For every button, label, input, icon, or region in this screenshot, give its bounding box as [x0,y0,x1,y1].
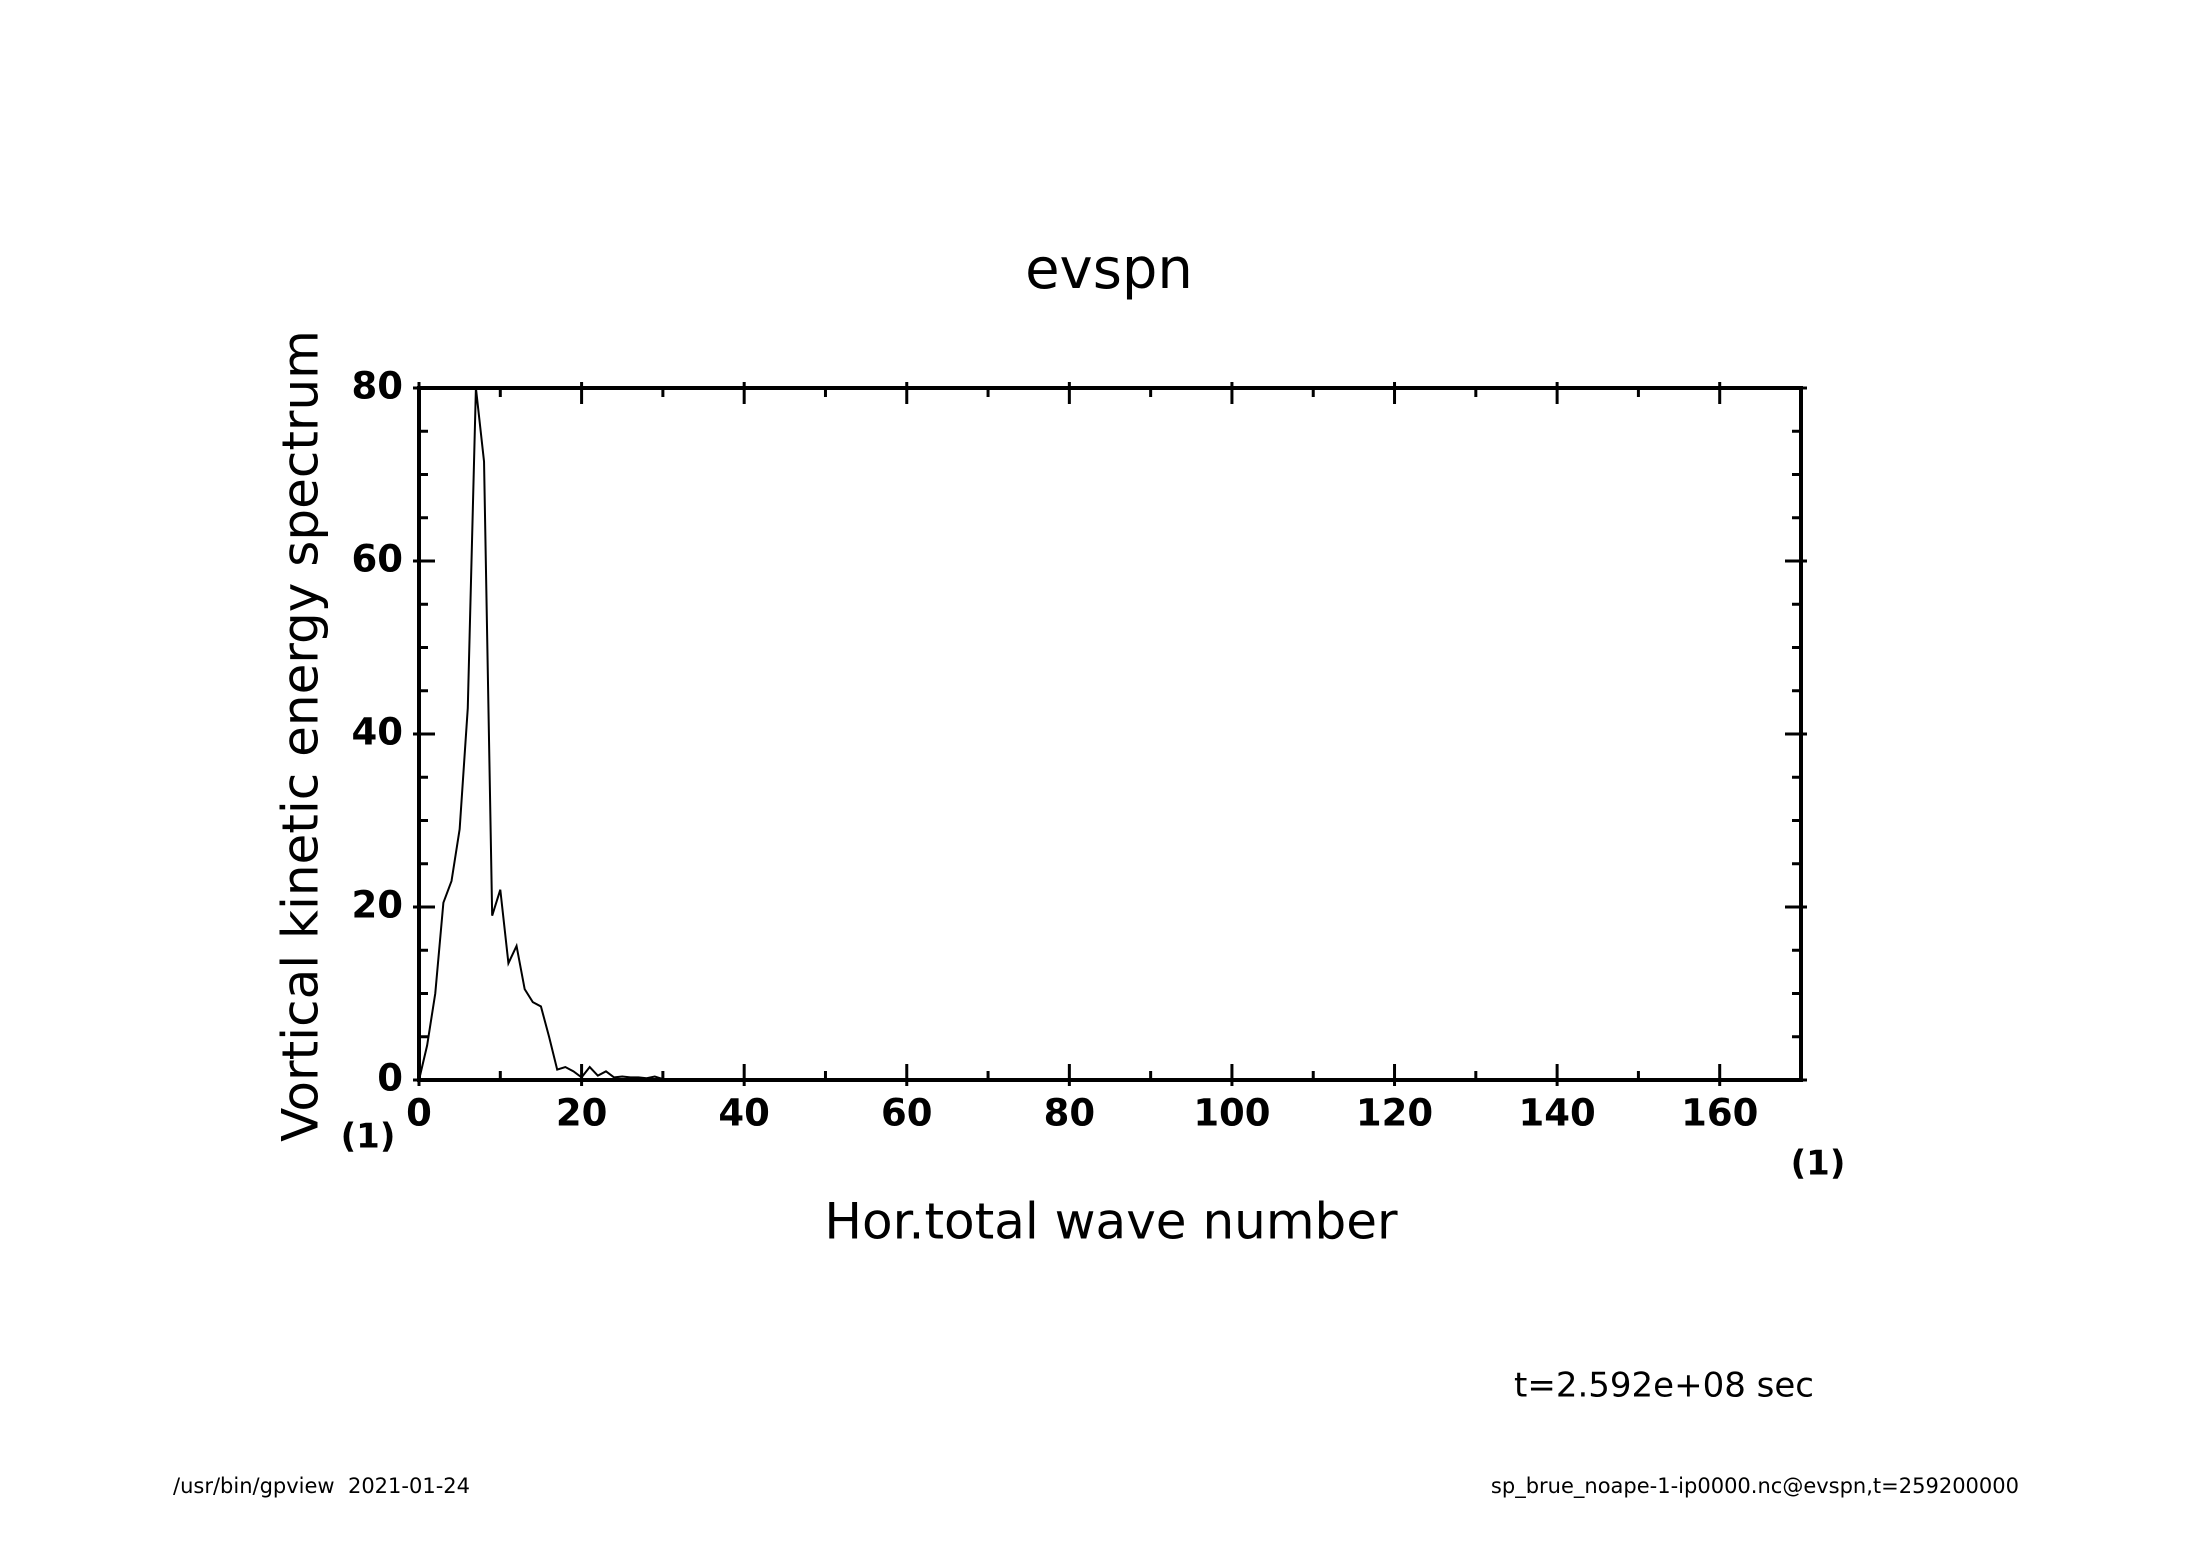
footer-right: sp_brue_noape-1-ip0000.nc@evspn,t=259200… [1491,1474,2019,1499]
y-tick-label: 40 [352,711,404,754]
x-tick-label: 40 [718,1092,770,1135]
y-tick-label: 60 [352,538,404,581]
y-tick-label: 80 [352,365,404,408]
data-line [418,387,745,1081]
x-axis-label: Hor.total wave number [824,1193,1398,1251]
x-tick-label: 140 [1519,1092,1596,1135]
x-tick-label: 80 [1044,1092,1096,1135]
y-tick-label: 20 [352,884,404,927]
x-tick-label: 100 [1193,1092,1270,1135]
x-unit: (1) [1791,1144,1846,1184]
x-tick-label: 20 [556,1092,608,1135]
annotation: t=2.592e+08 sec [1514,1366,1814,1406]
x-tick-label: 0 [406,1092,432,1135]
x-tick-label: 60 [881,1092,933,1135]
footer-left: /usr/bin/gpview 2021-01-24 [173,1474,470,1498]
y-tick-label: 0 [377,1057,403,1100]
y-unit: (1) [341,1117,396,1157]
x-tick-label: 120 [1356,1092,1433,1135]
chart-title: evspn [1025,237,1193,302]
y-axis-label: Vortical kinetic energy spectrum [272,330,330,1142]
x-tick-label: 160 [1681,1092,1758,1135]
plot-frame [417,386,1803,1082]
